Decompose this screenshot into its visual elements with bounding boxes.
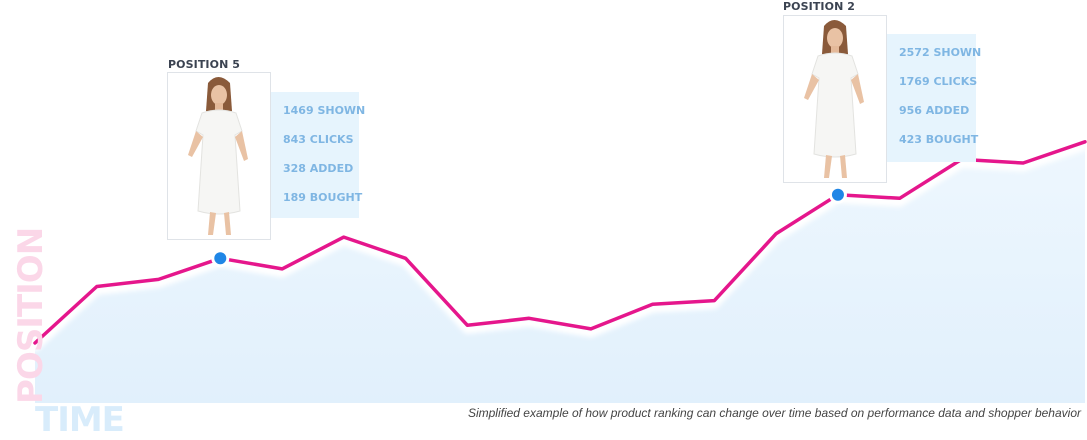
model-dress-image [188,77,248,235]
stat-shown: 2572 SHOWN [899,46,982,59]
stat-clicks: 1769 CLICKS [899,75,978,88]
card-title-position-2: POSITION 2 [783,0,856,13]
stats-panel-position-5: 1469 SHOWN 843 CLICKS 328 ADDED 189 BOUG… [271,92,366,218]
product-photo [167,72,271,240]
series-line [33,140,1087,345]
highlight-marker [214,252,227,265]
stat-clicks: 843 CLICKS [283,133,354,146]
stat-added: 956 ADDED [899,104,970,117]
stat-shown: 1469 SHOWN [283,104,366,117]
stat-bought: 189 BOUGHT [283,191,363,204]
y-axis-label: POSITION [11,227,51,404]
card-title-position-5: POSITION 5 [168,58,241,71]
product-photo [783,15,887,183]
stats-panel-position-2: 2572 SHOWN 1769 CLICKS 956 ADDED 423 BOU… [887,34,982,162]
x-axis-label: TIME [35,400,125,440]
highlight-marker [831,188,844,201]
chart-caption: Simplified example of how product rankin… [467,406,1081,420]
model-dress-image [804,20,864,178]
stat-bought: 423 BOUGHT [899,133,979,146]
line-glow [30,141,1087,352]
stat-added: 328 ADDED [283,162,354,175]
